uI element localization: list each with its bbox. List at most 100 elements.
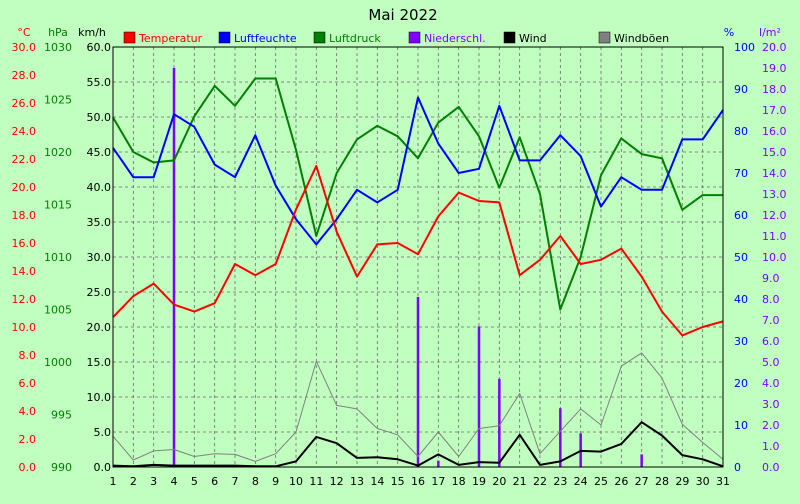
chart-title: Mai 2022 bbox=[368, 6, 437, 24]
rain-tick-label: 10.0 bbox=[762, 251, 787, 264]
x-tick-label: 20 bbox=[492, 475, 506, 488]
rain-bar bbox=[498, 378, 501, 467]
x-tick-label: 18 bbox=[452, 475, 466, 488]
rain-tick-label: 17.0 bbox=[762, 104, 787, 117]
legend-swatch bbox=[218, 31, 231, 44]
speed-tick-label: 55.0 bbox=[87, 76, 112, 89]
temp-tick-label: 28.0 bbox=[12, 69, 37, 82]
rain-tick-label: 5.0 bbox=[762, 356, 780, 369]
x-tick-label: 8 bbox=[252, 475, 259, 488]
rain-bar bbox=[640, 454, 643, 467]
humidity-axis-unit: % bbox=[724, 26, 734, 39]
humidity-tick-label: 10 bbox=[734, 419, 748, 432]
rain-tick-label: 14.0 bbox=[762, 167, 787, 180]
legend-swatch bbox=[598, 31, 611, 44]
pressure-tick-label: 1000 bbox=[44, 356, 72, 369]
rain-tick-label: 6.0 bbox=[762, 335, 780, 348]
x-tick-label: 3 bbox=[150, 475, 157, 488]
legend-label: Temperatur bbox=[138, 32, 203, 45]
x-tick-label: 27 bbox=[635, 475, 649, 488]
pressure-tick-label: 1020 bbox=[44, 146, 72, 159]
rain-bar bbox=[477, 326, 481, 467]
speed-tick-label: 20.0 bbox=[87, 321, 112, 334]
temp-tick-label: 22.0 bbox=[12, 153, 37, 166]
series-line-wind bbox=[112, 421, 724, 468]
pressure-tick-label: 1005 bbox=[44, 304, 72, 317]
x-tick-label: 25 bbox=[594, 475, 608, 488]
x-tick-label: 2 bbox=[130, 475, 137, 488]
legend-swatch bbox=[313, 31, 326, 44]
speed-tick-label: 45.0 bbox=[87, 146, 112, 159]
speed-tick-label: 60.0 bbox=[87, 41, 112, 54]
rain-bar bbox=[416, 296, 420, 467]
rain-tick-label: 4.0 bbox=[762, 377, 780, 390]
x-tick-label: 15 bbox=[391, 475, 405, 488]
speed-tick-label: 25.0 bbox=[87, 286, 112, 299]
rain-tick-label: 11.0 bbox=[762, 230, 787, 243]
rain-tick-label: 9.0 bbox=[762, 272, 780, 285]
speed-tick-label: 0.0 bbox=[94, 461, 112, 474]
temp-tick-label: 16.0 bbox=[12, 237, 37, 250]
x-tick-label: 16 bbox=[411, 475, 425, 488]
x-tick-label: 1 bbox=[110, 475, 117, 488]
speed-tick-label: 35.0 bbox=[87, 216, 112, 229]
speed-tick-label: 5.0 bbox=[94, 426, 112, 439]
x-tick-label: 19 bbox=[472, 475, 486, 488]
speed-tick-label: 40.0 bbox=[87, 181, 112, 194]
x-tick-label: 30 bbox=[696, 475, 710, 488]
legend-swatch bbox=[503, 31, 516, 44]
x-tick-label: 21 bbox=[513, 475, 527, 488]
legend: Temperatur Luftfeuchte Luftdruck Niederschl… bbox=[123, 31, 669, 45]
rain-tick-label: 13.0 bbox=[762, 188, 787, 201]
humidity-tick-label: 0 bbox=[734, 461, 741, 474]
x-tick-label: 24 bbox=[574, 475, 588, 488]
plot-frame bbox=[112, 46, 724, 468]
temp-tick-label: 10.0 bbox=[12, 321, 37, 334]
rain-tick-label: 8.0 bbox=[762, 293, 780, 306]
axis-ticks: 0.02.04.06.08.010.012.014.016.018.020.02… bbox=[12, 41, 787, 488]
x-tick-label: 28 bbox=[655, 475, 669, 488]
speed-tick-label: 15.0 bbox=[87, 356, 112, 369]
temp-tick-label: 24.0 bbox=[12, 125, 37, 138]
legend-label: Niederschl. bbox=[424, 32, 486, 45]
rain-bar bbox=[559, 408, 562, 467]
humidity-tick-label: 20 bbox=[734, 377, 748, 390]
x-tick-label: 6 bbox=[211, 475, 218, 488]
temp-tick-label: 18.0 bbox=[12, 209, 37, 222]
legend-label: Luftfeuchte bbox=[234, 32, 297, 45]
humidity-tick-label: 80 bbox=[734, 125, 748, 138]
rain-tick-label: 12.0 bbox=[762, 209, 787, 222]
series-lines bbox=[112, 77, 724, 468]
rain-axis-unit: l/m² bbox=[759, 26, 781, 39]
x-tick-label: 29 bbox=[675, 475, 689, 488]
temp-tick-label: 2.0 bbox=[19, 433, 37, 446]
legend-swatch bbox=[123, 31, 136, 44]
x-tick-label: 11 bbox=[309, 475, 323, 488]
pressure-tick-label: 1015 bbox=[44, 199, 72, 212]
series-line-luftfeuchte bbox=[112, 96, 724, 246]
humidity-tick-label: 50 bbox=[734, 251, 748, 264]
humidity-tick-label: 30 bbox=[734, 335, 748, 348]
x-tick-label: 23 bbox=[553, 475, 567, 488]
temp-tick-label: 6.0 bbox=[19, 377, 37, 390]
temp-axis-unit: °C bbox=[17, 26, 31, 39]
pressure-tick-label: 1025 bbox=[44, 94, 72, 107]
temp-tick-label: 20.0 bbox=[12, 181, 37, 194]
pressure-tick-label: 995 bbox=[51, 409, 72, 422]
x-tick-label: 9 bbox=[272, 475, 279, 488]
rain-bar bbox=[172, 68, 176, 467]
rain-tick-label: 0.0 bbox=[762, 461, 780, 474]
legend-swatch bbox=[408, 31, 421, 44]
rain-tick-label: 2.0 bbox=[762, 419, 780, 432]
x-tick-label: 31 bbox=[716, 475, 730, 488]
rain-tick-label: 3.0 bbox=[762, 398, 780, 411]
series-line-windb-en bbox=[112, 352, 724, 462]
x-tick-label: 26 bbox=[614, 475, 628, 488]
temp-tick-label: 0.0 bbox=[19, 461, 37, 474]
temp-tick-label: 30.0 bbox=[12, 41, 37, 54]
x-tick-label: 10 bbox=[289, 475, 303, 488]
x-tick-label: 14 bbox=[370, 475, 384, 488]
pressure-axis-unit: hPa bbox=[48, 26, 68, 39]
